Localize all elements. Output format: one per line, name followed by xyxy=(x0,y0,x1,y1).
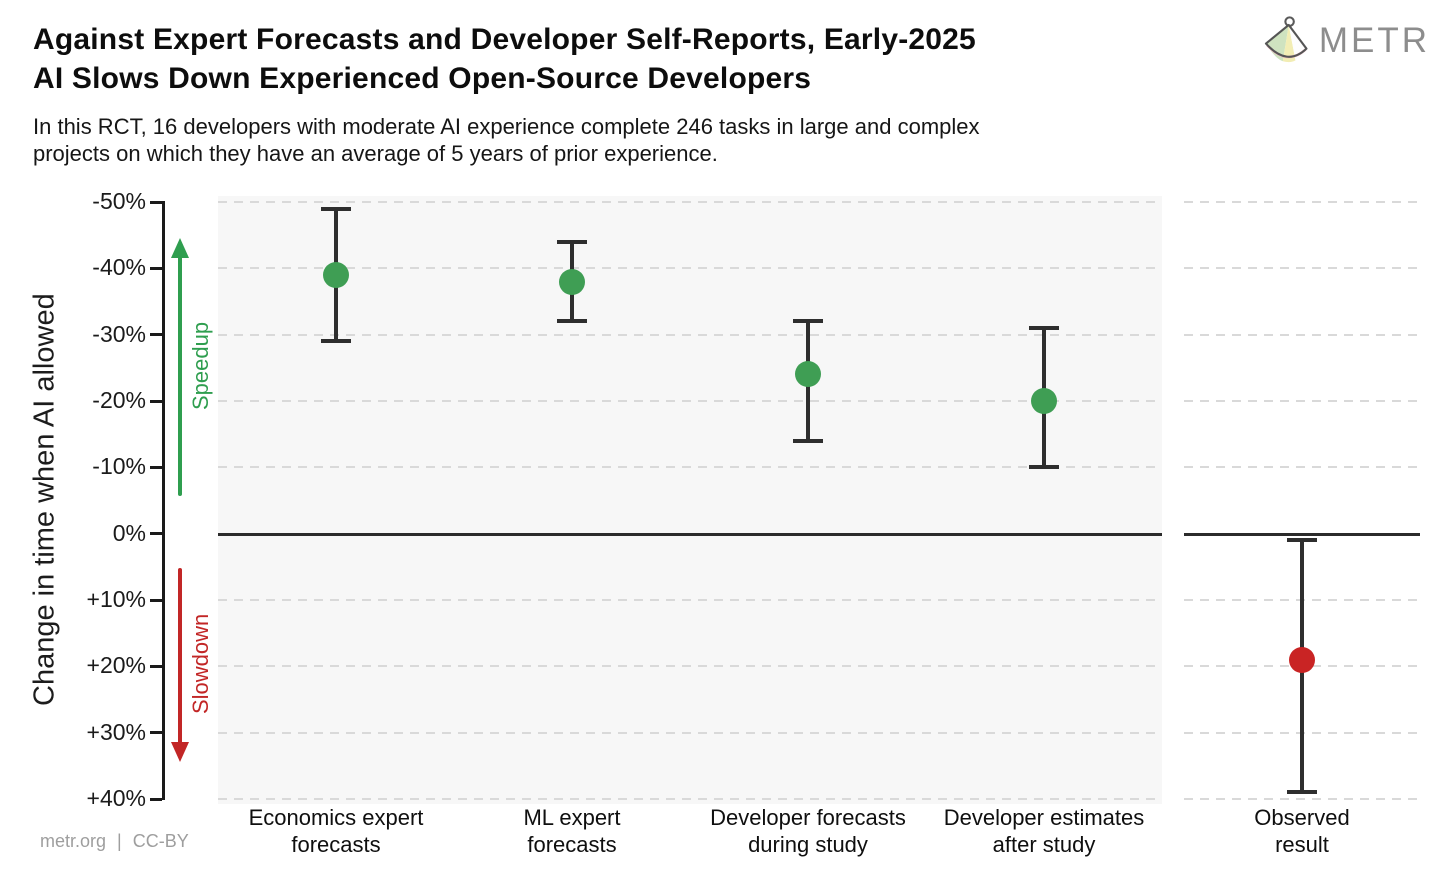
metr-logo-text: METR xyxy=(1318,21,1430,60)
error-bar-cap-top xyxy=(793,319,823,324)
y-tick-label: -40% xyxy=(92,254,146,281)
page-title: Against Expert Forecasts and Developer S… xyxy=(33,20,976,98)
x-category-label-line: forecasts xyxy=(527,832,617,857)
zero-line xyxy=(218,532,1162,536)
zero-line xyxy=(1184,532,1420,536)
forecasts-panel xyxy=(218,196,1162,804)
x-category-label: Observed result xyxy=(1172,804,1432,858)
y-tick-label: -50% xyxy=(92,188,146,214)
gridline xyxy=(218,201,1162,203)
y-tick-label: +40% xyxy=(86,785,146,811)
x-category-label-line: result xyxy=(1275,832,1329,857)
slowdown-arrow-icon xyxy=(171,568,189,762)
x-category-label-line: Developer estimates xyxy=(943,805,1145,830)
metr-fan-icon xyxy=(1264,16,1308,63)
data-point xyxy=(559,268,585,295)
y-tick-label: +20% xyxy=(86,652,146,679)
error-bar-cap-top xyxy=(321,206,351,211)
data-point xyxy=(323,261,349,288)
subtitle-line-2: projects on which they have an average o… xyxy=(33,141,718,166)
gridline xyxy=(218,267,1162,270)
subtitle-line-1: In this RCT, 16 developers with moderate… xyxy=(33,114,980,139)
error-bar-cap-bottom xyxy=(793,438,823,443)
gridline xyxy=(218,599,1162,601)
data-point xyxy=(795,361,821,388)
gridline xyxy=(218,400,1162,402)
y-tick-label: -20% xyxy=(92,387,146,413)
y-tick-label: 0% xyxy=(112,519,146,546)
y-axis-tick xyxy=(150,532,162,536)
y-axis-tick xyxy=(150,399,162,403)
y-tick-label: +30% xyxy=(86,718,146,745)
data-point xyxy=(1289,646,1315,673)
gridline xyxy=(1184,333,1420,336)
gridline xyxy=(1184,201,1420,203)
y-tick-label: -30% xyxy=(92,320,146,347)
y-axis-tick xyxy=(150,200,162,204)
y-axis-tick xyxy=(150,598,162,602)
y-axis-tick xyxy=(150,797,162,801)
gridline xyxy=(1184,267,1420,270)
x-category-label-line: during study xyxy=(748,832,868,857)
gridline xyxy=(1184,400,1420,402)
x-category-label: Developer forecasts during study xyxy=(678,804,938,858)
x-category-label-line: ML expert xyxy=(523,805,621,830)
gridline xyxy=(218,798,1162,800)
error-bar-cap-bottom xyxy=(1029,465,1059,470)
error-bar-cap-bottom xyxy=(321,339,351,344)
x-category-label-line: forecasts xyxy=(291,832,381,857)
gridline xyxy=(218,466,1162,469)
y-tick-label: +10% xyxy=(86,586,146,612)
y-tick-label: -10% xyxy=(92,453,146,480)
y-axis-tick xyxy=(150,664,162,668)
x-category-label-line: Observed xyxy=(1254,805,1350,830)
y-axis-tick xyxy=(150,333,162,337)
error-bar-cap-top xyxy=(557,239,587,244)
title-line-2: AI Slows Down Experienced Open-Source De… xyxy=(33,62,812,95)
gridline xyxy=(218,731,1162,734)
chart-subtitle: In this RCT, 16 developers with moderate… xyxy=(33,113,980,167)
y-axis-line xyxy=(162,201,165,800)
error-bar-cap-top xyxy=(1287,538,1317,543)
data-point xyxy=(1031,388,1057,414)
gridline xyxy=(1184,466,1420,469)
speedup-arrow-icon xyxy=(171,238,189,496)
x-category-label: Developer estimates after study xyxy=(914,804,1174,858)
x-category-label-line: Economics expert xyxy=(248,805,424,830)
gridline xyxy=(1184,798,1420,800)
x-category-label-line: Developer forecasts xyxy=(710,805,906,830)
x-category-label: ML expert forecasts xyxy=(442,804,702,858)
gridline xyxy=(218,665,1162,668)
title-line-1: Against Expert Forecasts and Developer S… xyxy=(33,23,976,56)
x-category-label: Economics expert forecasts xyxy=(206,804,466,858)
error-bar-cap-bottom xyxy=(1287,790,1317,795)
metr-logo: METR xyxy=(1255,14,1430,68)
y-axis-tick xyxy=(150,465,162,469)
gridline xyxy=(218,333,1162,336)
error-bar-cap-bottom xyxy=(557,319,587,324)
y-axis-tick xyxy=(150,731,162,735)
error-bar-cap-top xyxy=(1029,326,1059,331)
credit-text: metr.org | CC-BY xyxy=(40,831,189,851)
x-category-label-line: after study xyxy=(992,832,1096,857)
y-axis-tick xyxy=(150,266,162,270)
